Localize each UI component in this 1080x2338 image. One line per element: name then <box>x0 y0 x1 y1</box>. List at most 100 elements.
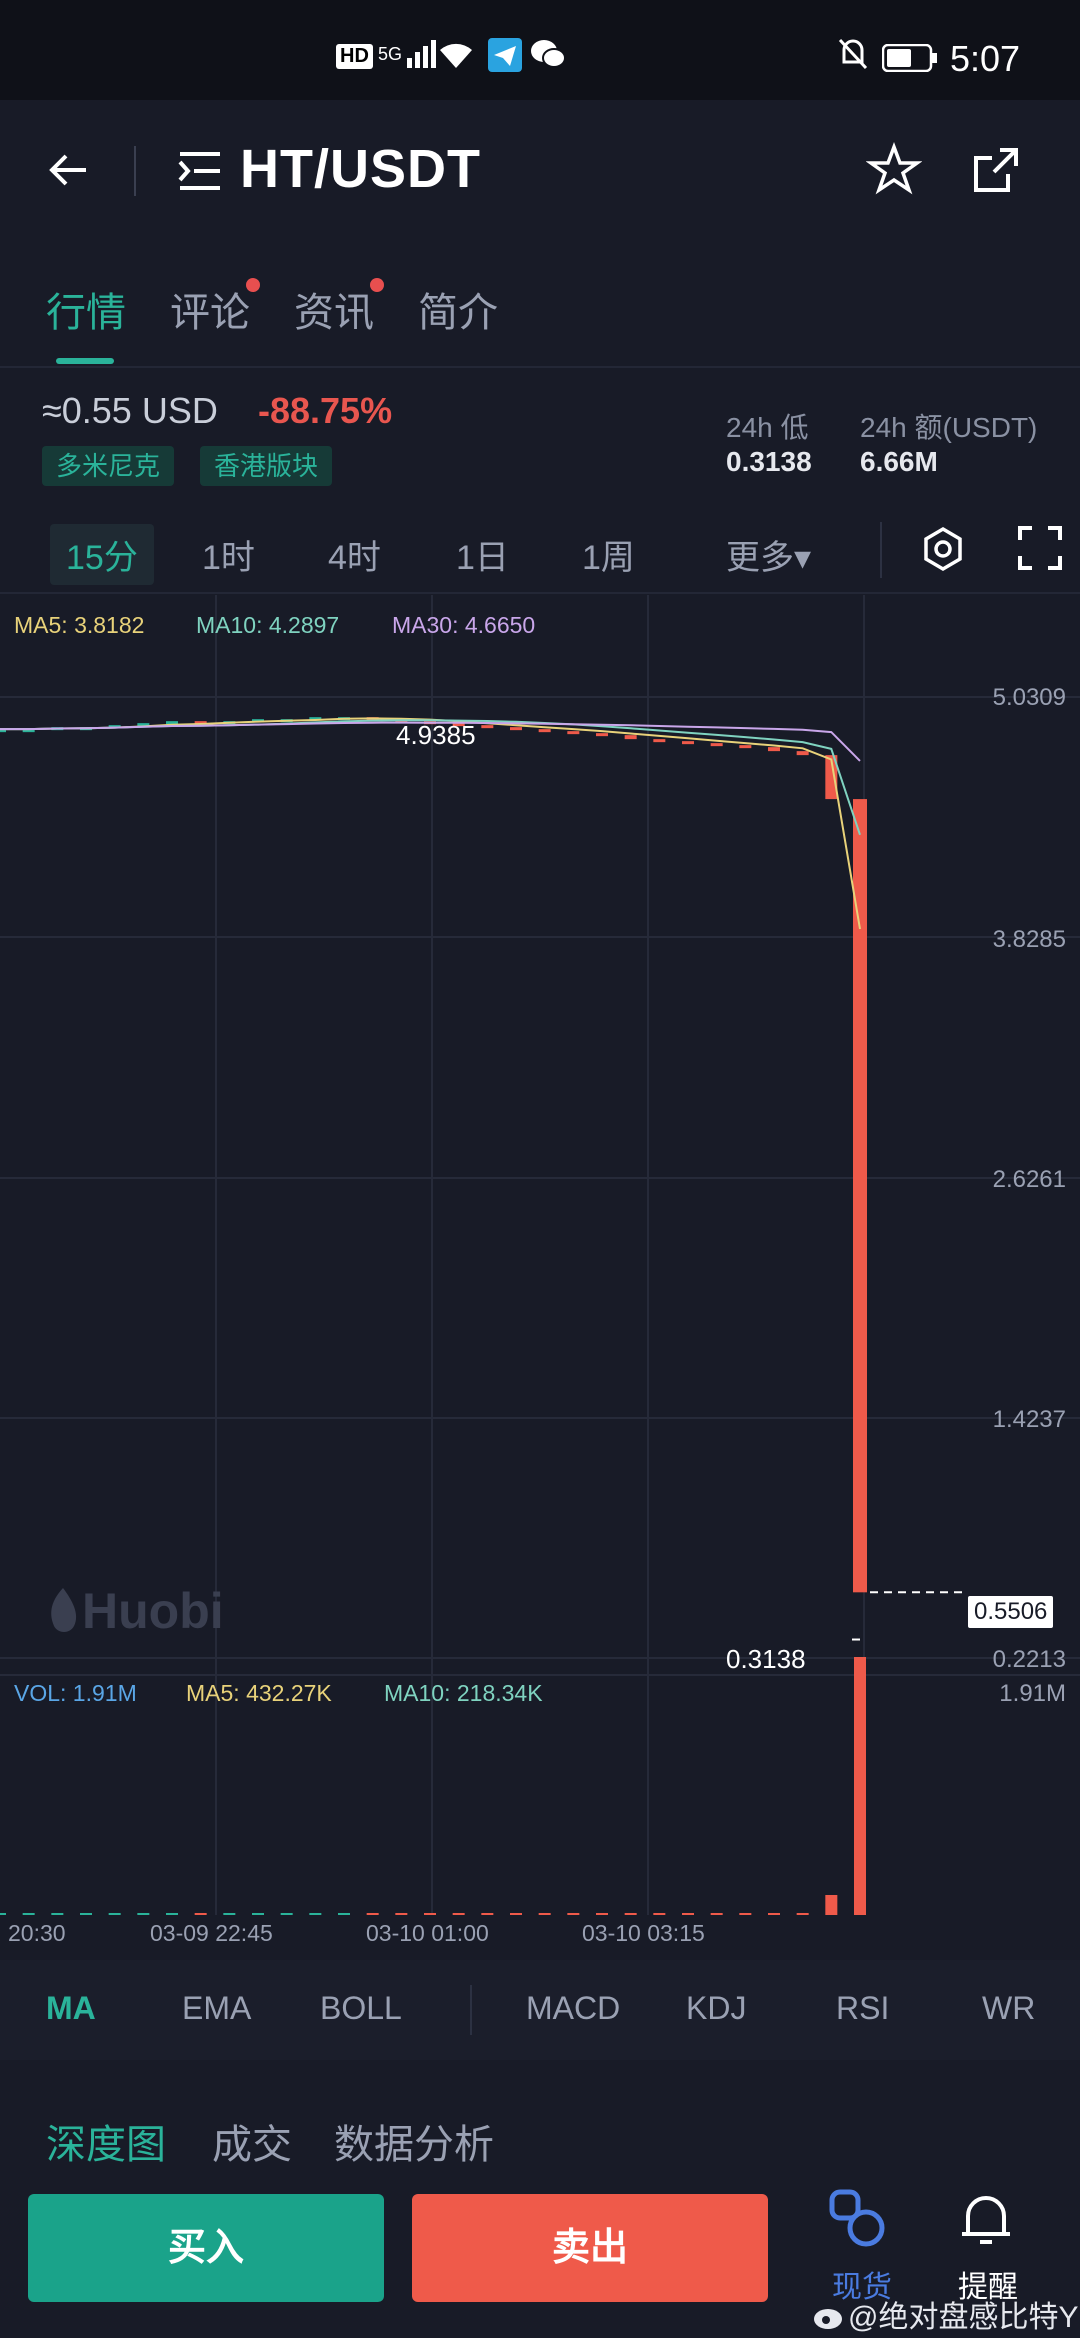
period-1h[interactable]: 1时 <box>202 539 255 577</box>
comments-notification-dot <box>246 278 260 292</box>
y-tick-4: 1.4237 <box>992 1406 1066 1433</box>
x-tick-1: 20:30 <box>8 1920 66 1946</box>
volume-bar-24 <box>682 1913 694 1915</box>
period-1w[interactable]: 1周 <box>582 539 635 577</box>
alert-label[interactable]: 提醒 <box>958 2271 1018 2304</box>
price-usd: ≈0.55 USD <box>42 390 218 431</box>
candle-25 <box>710 743 723 747</box>
candle-28 <box>796 751 809 756</box>
amount-24h-value: 6.66M <box>860 446 938 477</box>
5g-signal-icon: 5G <box>378 40 441 70</box>
indicator-macd[interactable]: MACD <box>526 1990 621 2026</box>
y-tick-3: 2.6261 <box>992 1166 1066 1193</box>
volume-bar-0 <box>0 1913 6 1915</box>
ma10-legend: MA10: 4.2897 <box>196 612 340 638</box>
tab-intro[interactable]: 简介 <box>418 291 498 335</box>
low-24h-value: 0.3138 <box>726 446 812 477</box>
candle-6 <box>166 721 178 725</box>
vol-ma10-legend: MA10: 218.34K <box>384 1680 543 1706</box>
tag-hongkong[interactable]: 香港版块 <box>200 446 333 486</box>
tab-news[interactable]: 资讯 <box>294 291 374 335</box>
candle-18 <box>510 727 522 731</box>
candle-1 <box>22 729 35 733</box>
active-tab-indicator <box>56 358 114 364</box>
alert-bell-icon[interactable] <box>958 2190 1014 2255</box>
share-icon[interactable] <box>970 144 1022 201</box>
volume-bar-10 <box>280 1913 293 1915</box>
y-tick-1: 5.0309 <box>992 684 1066 711</box>
tab-data-analysis[interactable]: 数据分析 <box>334 2123 494 2167</box>
status-bar: HD 5G 5:07 <box>0 0 1080 100</box>
more-periods-dropdown[interactable]: 更多▾ <box>726 539 812 577</box>
wechat-icon <box>530 38 566 79</box>
candle-20 <box>567 731 580 735</box>
wifi-icon <box>436 38 476 79</box>
weibo-credit: @绝对盘感比特Y <box>812 2292 1078 2336</box>
fullscreen-icon[interactable] <box>1018 526 1062 575</box>
favorite-star-icon[interactable] <box>865 142 923 203</box>
volume-bar-11 <box>309 1913 322 1915</box>
candle-5 <box>137 723 150 727</box>
x-tick-3: 03-10 01:00 <box>366 1920 489 1946</box>
period-4h[interactable]: 4时 <box>328 539 381 577</box>
tabs-divider <box>0 366 1080 368</box>
chart-settings-icon[interactable] <box>920 526 966 577</box>
volume-bar-6 <box>166 1913 178 1915</box>
volume-bar-21 <box>596 1913 608 1915</box>
back-arrow-icon[interactable] <box>44 146 92 199</box>
indicator-boll[interactable]: BOLL <box>320 1990 402 2026</box>
candle-22 <box>624 735 637 740</box>
clock: 5:07 <box>950 38 1021 79</box>
market-list-icon[interactable] <box>176 150 224 197</box>
candle-29 <box>825 755 838 800</box>
volume-bar-25 <box>710 1913 723 1915</box>
tab-trades[interactable]: 成交 <box>212 2123 292 2167</box>
tag-dominica[interactable]: 多米尼克 <box>42 446 175 486</box>
tab-depth-chart[interactable]: 深度图 <box>46 2123 166 2167</box>
volume-bar-29 <box>825 1895 838 1915</box>
volume-bar-3 <box>80 1913 92 1915</box>
candle-23 <box>653 739 666 743</box>
period-15m[interactable]: 15分 <box>50 524 154 585</box>
indicator-ma[interactable]: MA <box>46 1990 96 2026</box>
period-1d[interactable]: 1日 <box>456 539 509 577</box>
tab-comments[interactable]: 评论 <box>170 291 250 335</box>
y-tick-5: 0.2213 <box>992 1646 1066 1673</box>
indicator-wr[interactable]: WR <box>982 1990 1036 2026</box>
volume-bar-26 <box>739 1913 752 1915</box>
sell-button[interactable]: 卖出 <box>412 2194 768 2302</box>
candle-16 <box>452 723 465 727</box>
volume-bar-28 <box>796 1913 809 1915</box>
volume-bar-4 <box>108 1913 121 1915</box>
volume-max-label: 1.91M <box>999 1680 1066 1707</box>
ma30-legend: MA30: 4.6650 <box>392 612 536 638</box>
indicator-rsi[interactable]: RSI <box>836 1990 890 2026</box>
low-24h-label: 24h 低 <box>726 412 809 443</box>
volume-bar-2 <box>51 1913 64 1915</box>
candle-7 <box>194 721 207 725</box>
header-divider <box>134 146 136 196</box>
indicator-ema[interactable]: EMA <box>182 1990 252 2026</box>
buy-button[interactable]: 买入 <box>28 2194 384 2302</box>
telegram-icon <box>488 38 522 81</box>
spot-label[interactable]: 现货 <box>832 2271 892 2304</box>
period-row-divider <box>0 592 1080 594</box>
spot-icon[interactable] <box>826 2188 890 2257</box>
volume-bar-23 <box>653 1913 666 1915</box>
indicator-bar <box>0 1960 1080 2060</box>
indicator-kdj[interactable]: KDJ <box>686 1990 747 2026</box>
period-divider <box>880 522 882 578</box>
ma30-line <box>0 721 861 762</box>
volume-bar-1 <box>22 1913 35 1915</box>
candlestick-chart[interactable] <box>0 595 1080 1965</box>
tab-market[interactable]: 行情 <box>46 291 126 335</box>
news-notification-dot <box>370 278 384 292</box>
candle-30 <box>853 799 867 1593</box>
volume-bar-9 <box>252 1913 264 1915</box>
volume-bar-7 <box>194 1913 207 1915</box>
volume-bar-18 <box>510 1913 522 1915</box>
volume-bar-13 <box>366 1913 379 1915</box>
pair-title[interactable]: HT/USDT <box>240 139 481 199</box>
vol-ma5-legend: MA5: 432.27K <box>186 1680 332 1706</box>
candle-24 <box>682 741 694 745</box>
